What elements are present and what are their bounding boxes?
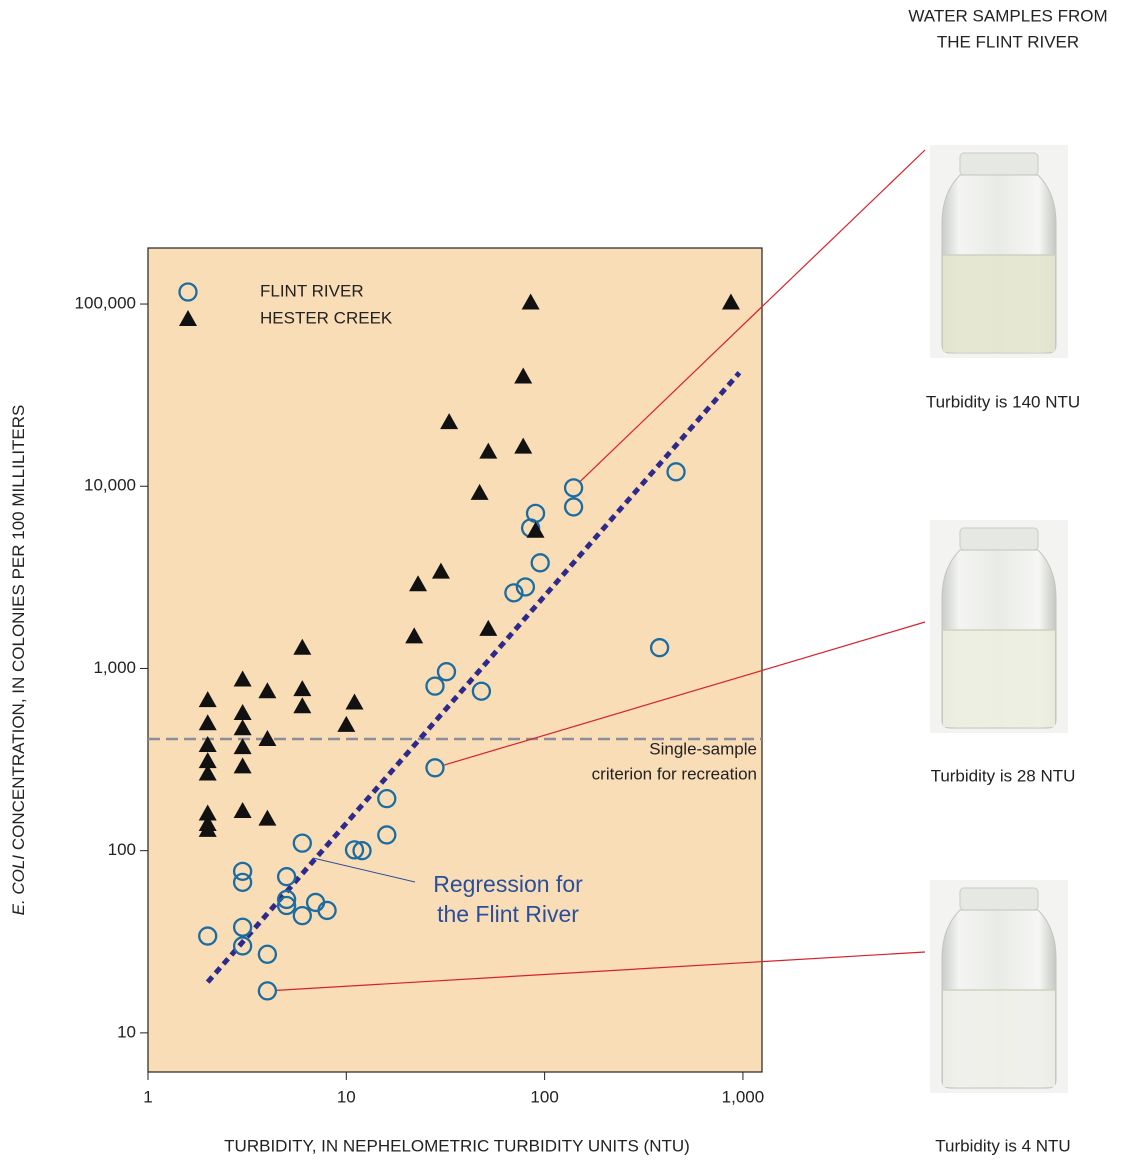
jar-water bbox=[943, 255, 1055, 352]
y-tick-label: 10 bbox=[117, 1022, 136, 1041]
photo-caption: Turbidity is 28 NTU bbox=[931, 766, 1076, 785]
x-tick-label: 100 bbox=[530, 1087, 558, 1106]
regression-label: Regression for bbox=[433, 871, 583, 897]
photo-caption: Turbidity is 140 NTU bbox=[926, 392, 1080, 411]
x-tick-label: 10 bbox=[337, 1087, 356, 1106]
x-axis-title: TURBIDITY, IN NEPHELOMETRIC TURBIDITY UN… bbox=[224, 1136, 690, 1155]
jar-water bbox=[943, 990, 1055, 1087]
plot-area bbox=[148, 248, 762, 1072]
x-tick-label: 1 bbox=[143, 1087, 152, 1106]
threshold-label: criterion for recreation bbox=[592, 764, 757, 783]
y-tick-label: 100 bbox=[108, 840, 136, 859]
y-axis-title-italic: E. COLI bbox=[9, 855, 28, 916]
x-tick-label: 1,000 bbox=[722, 1087, 765, 1106]
figure: WATER SAMPLES FROM THE FLINT RIVER Turbidi… bbox=[0, 0, 1137, 1163]
y-tick-label: 1,000 bbox=[93, 658, 136, 677]
photos-title: THE FLINT RIVER bbox=[937, 32, 1079, 51]
photos-title: WATER SAMPLES FROM bbox=[908, 6, 1107, 25]
regression-label: the Flint River bbox=[437, 901, 579, 927]
jar-lid bbox=[960, 528, 1038, 550]
photo-caption: Turbidity is 4 NTU bbox=[935, 1136, 1070, 1155]
legend-label: HESTER CREEK bbox=[260, 308, 393, 327]
jar-water bbox=[943, 630, 1055, 727]
jar-lid bbox=[960, 888, 1038, 910]
y-axis-title-rest: CONCENTRATION, IN COLONIES PER 100 MILLI… bbox=[9, 405, 28, 855]
legend-label: FLINT RIVER bbox=[260, 281, 364, 300]
threshold-label: Single-sample bbox=[649, 739, 757, 758]
photos: WATER SAMPLES FROM THE FLINT RIVER Turbidi… bbox=[908, 6, 1107, 1155]
y-axis-title: E. COLI CONCENTRATION, IN COLONIES PER 1… bbox=[9, 405, 28, 916]
y-tick-label: 100,000 bbox=[75, 294, 136, 313]
y-tick-label: 10,000 bbox=[84, 476, 136, 495]
jar-lid bbox=[960, 153, 1038, 175]
